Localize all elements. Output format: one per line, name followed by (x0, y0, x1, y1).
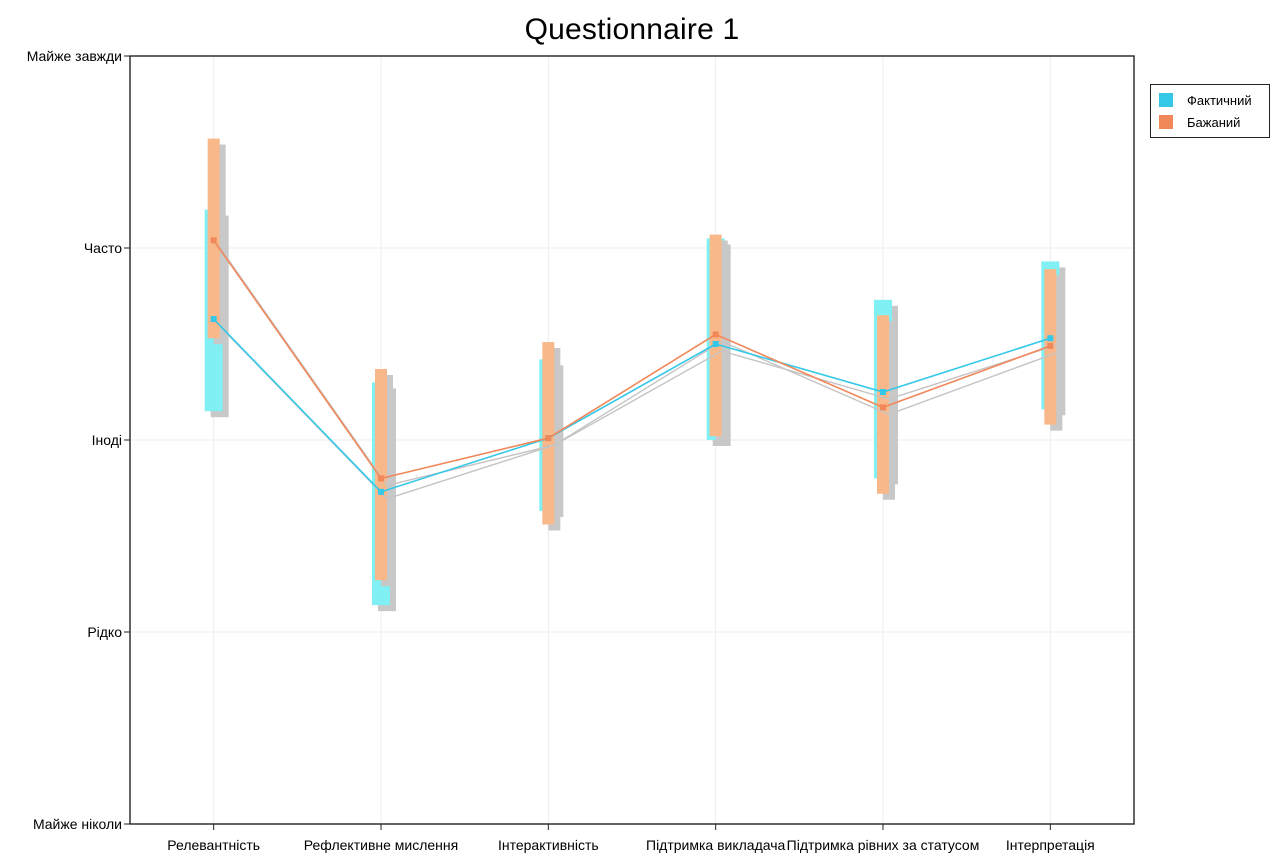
x-tick-label: Рефлективне мислення (304, 837, 458, 853)
error-band-desired (375, 368, 387, 581)
x-tick-label: Підтримка викладача (646, 837, 786, 853)
data-point-desired (712, 331, 719, 338)
y-tick-label: Іноді (92, 432, 122, 448)
series-markers (210, 237, 1054, 495)
data-point-actual (1047, 335, 1054, 342)
x-tick-label: Інтерактивність (498, 837, 599, 853)
grid-lines (130, 56, 1134, 824)
x-tick-label: Інтерпретація (1006, 837, 1095, 853)
legend-swatch (1159, 115, 1173, 129)
data-point-actual (378, 488, 384, 495)
x-tick-label: Підтримка рівних за статусом (787, 837, 980, 853)
series-line-desired (213, 239, 1051, 480)
data-point-desired (210, 237, 217, 244)
chart-title: Questionnaire 1 (524, 13, 740, 46)
series-line-shadow (219, 325, 1057, 500)
data-point-actual (210, 316, 217, 323)
x-axis-ticks: Релевантність Рефлективне мислення Інтерак… (167, 824, 1095, 853)
legend-label: Фактичний (1187, 92, 1252, 108)
y-tick-label: Часто (84, 240, 122, 256)
data-point-desired (1047, 342, 1054, 349)
legend-item: Бажаний (1159, 111, 1265, 133)
y-tick-label: Майже завжди (27, 48, 122, 64)
legend-label: Бажаний (1187, 114, 1241, 130)
data-point-desired (545, 435, 552, 442)
y-axis-ticks: Майже ніколи Рідко Іноді Часто Майже завжди (27, 48, 130, 832)
error-bands (204, 138, 1066, 612)
legend-swatch (1159, 93, 1173, 107)
error-band-desired (542, 342, 555, 525)
x-tick-label: Релевантність (167, 837, 260, 853)
series-lines (213, 239, 1057, 500)
data-point-actual (880, 389, 886, 395)
y-tick-label: Рідко (87, 624, 122, 640)
data-point-desired (378, 475, 384, 482)
series-line-shadow (219, 246, 1057, 487)
legend: Фактичний Бажаний (1150, 84, 1270, 138)
data-point-actual (712, 341, 719, 347)
data-point-desired (880, 404, 886, 411)
series-line-actual (213, 318, 1051, 493)
legend-item: Фактичний (1159, 89, 1265, 111)
y-tick-label: Майже ніколи (33, 816, 122, 832)
